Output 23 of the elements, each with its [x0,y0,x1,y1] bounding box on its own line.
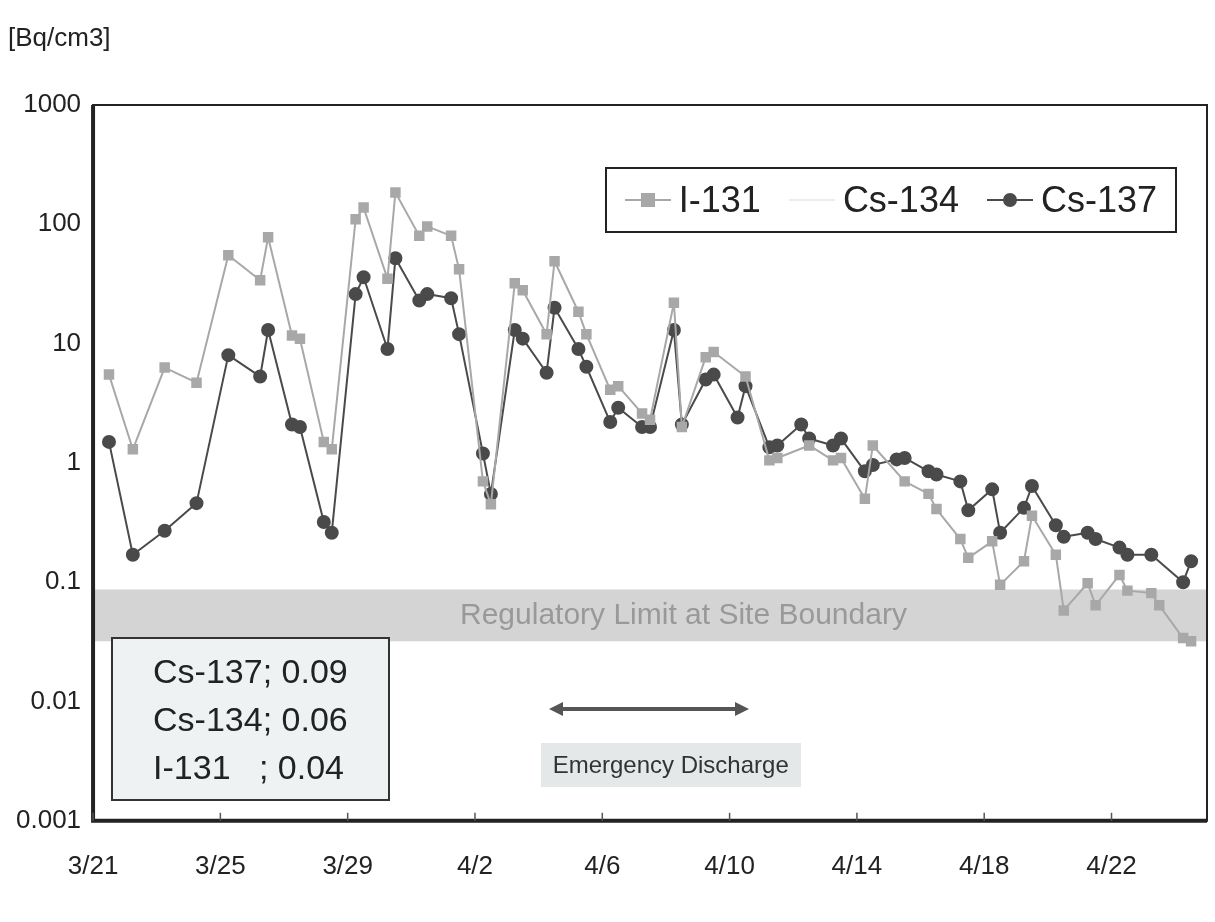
y-tick-label: 0.001 [15,803,82,834]
annotation: Cs-137; 0.09 Cs-134; 0.06 I-131 ; 0.04 [111,636,390,801]
x-tick-label: 4/18 [958,849,1010,880]
y-tick-label: 0.1 [44,565,82,596]
y-axis-title: [Bq/cm3] [8,22,111,53]
legend-label: Cs-137 [1040,179,1157,221]
x-tick-label: 4/2 [456,849,494,880]
band-label: Regulatory Limit at Site Boundary [460,596,907,630]
x-tick-label: 3/21 [67,849,119,880]
legend-label: Cs-134 [842,179,959,221]
x-tick-label: 4/10 [704,849,755,880]
x-tick-label: 4/6 [584,849,621,880]
legend-label: I-131 [678,179,761,221]
x-tick-label: 3/25 [195,849,246,880]
x-tick-label: 3/29 [322,849,373,880]
y-tick-label: 10 [52,326,82,357]
y-tick-label: 100 [37,207,82,238]
x-tick-label: 4/22 [1086,849,1137,880]
annotation: Emergency Discharge [540,742,801,787]
y-tick-label: 1 [66,446,82,477]
y-tick-label: 0.01 [30,684,82,715]
x-tick-label: 4/14 [831,849,883,880]
y-tick-label: 1000 [23,88,82,119]
